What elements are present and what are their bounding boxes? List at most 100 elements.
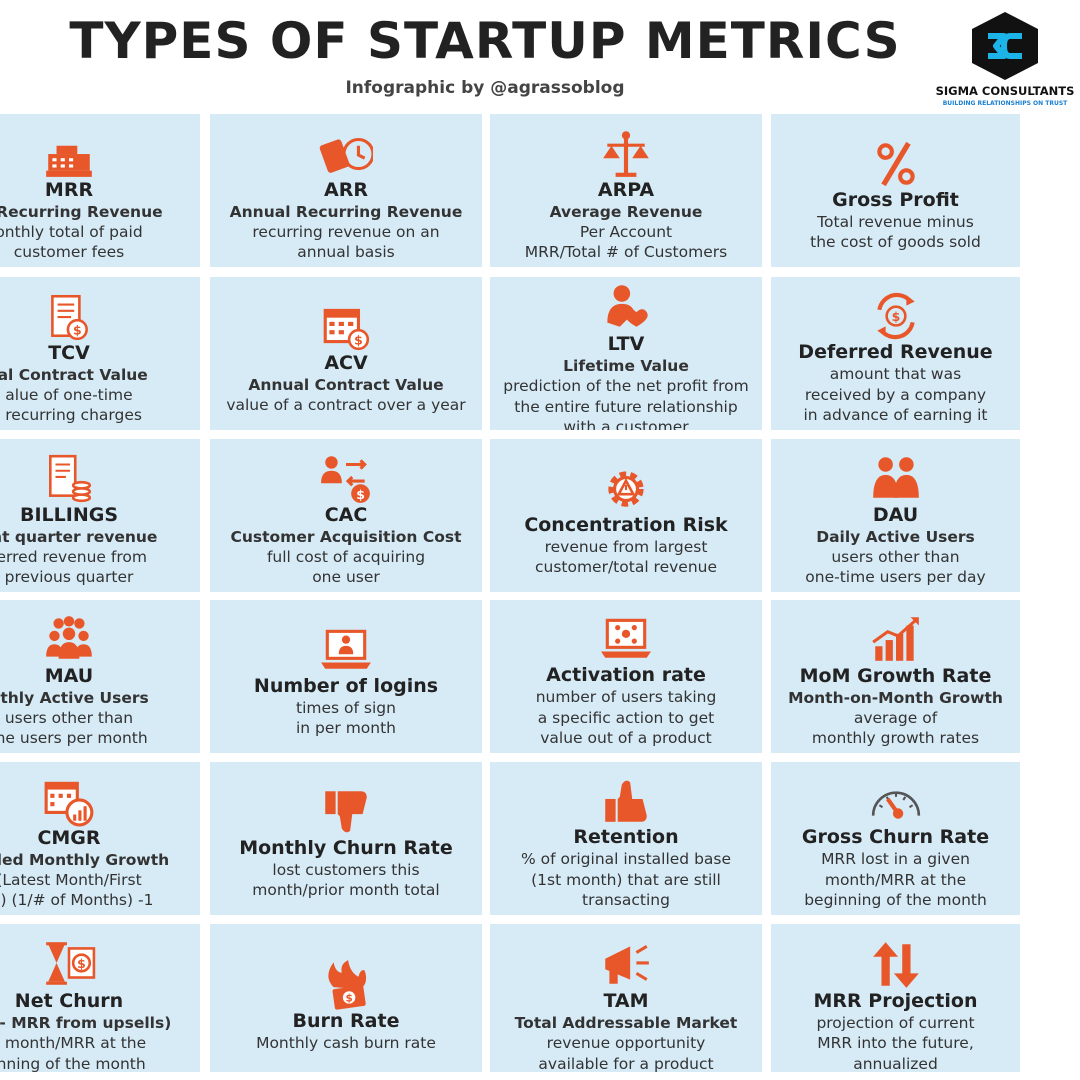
metric-description-line: one-time users per day [805,568,986,586]
metric-name: Concentration Risk [524,513,728,536]
metric-description-line: MRR/Total # of Customers [524,243,728,261]
up-down-arrows-icon [872,941,919,988]
metric-name: DAU [872,503,919,526]
metric-description-line: in per month [295,719,397,737]
laptop-user-icon [321,629,371,669]
metric-description-line: in advance of earning it [803,406,988,425]
metric-description-line: users other than [4,708,134,727]
megaphone-icon [605,945,649,984]
metric-card-gross-churn-rate: Gross Churn Rate MRR lost in a given month… [771,762,1020,915]
sigma-hexagon-logo-icon [972,12,1038,80]
metric-name: ARR [324,178,368,201]
metric-description-line: average of [853,708,938,727]
metric-card-cac: $ CAC Customer Acquisition Cost full cost o… [210,439,482,592]
document-coins-icon [49,454,92,502]
metric-description-line: Total Addressable Market [514,1014,738,1032]
metric-description-line: Customer Acquisition Cost [230,527,462,546]
metric-card-gross-profit: Gross Profit Total revenue minus the cost … [771,114,1020,267]
page-subtitle: Infographic by @agrassoblog [345,78,625,98]
metric-description-line: Annual Contract Value [248,375,444,394]
metric-name: Retention [573,826,679,849]
metric-description-line: lost customers this [272,860,420,879]
metric-card-ltv: LTV Lifetime Value prediction of the net p… [490,277,762,430]
metric-card-burn-rate: $ Burn Rate Monthly cash burn rate [210,924,482,1080]
metric-description-line: nthly Active Users [0,688,149,707]
metric-description-line: ent quarter revenue [0,527,158,546]
metric-description-line: with a customer [563,418,689,430]
metric-description-line: received by a company [804,385,987,404]
metric-description-line: customer/total revenue [534,558,718,576]
metric-description-line: MRR lost in a given [821,850,970,869]
metric-name: MRR [44,178,94,201]
svg-text:$: $ [356,486,365,501]
metric-name: Deferred Revenue [798,341,993,364]
money-clock-icon [319,137,373,173]
metric-description-line: available for a product [538,1054,714,1073]
metric-description-line: ost - MRR from upsells) [0,1014,172,1032]
metric-description-line: me users per month [0,729,148,747]
metric-description-line: customer fees [13,243,125,261]
metric-description-line: ly Recurring Revenue [0,202,163,221]
metric-name: CMGR [37,826,101,849]
metric-name: MAU [44,664,94,687]
metric-description-line: th) (1/# of Months) -1 [0,891,154,909]
balance-people-icon [603,130,649,177]
metric-description-line: l recurring charges [0,406,142,424]
metric-name: MRR Projection [813,989,978,1012]
metric-description-line: value of a contract over a year [226,395,466,414]
logo-company-name: SIGMA CONSULTANTS [935,84,1075,98]
metric-description-line: beginning of the month [804,891,987,910]
svg-text:$: $ [354,332,363,347]
metric-description-line: onthly total of paid [0,222,143,241]
metric-card-net-churn: $ Net Churn ost - MRR from upsells) s month… [0,924,200,1080]
metric-card-concentration-risk: Concentration Risk revenue from largest cu… [490,439,762,592]
calendar-chart-icon [44,781,94,826]
metric-name: Monthly Churn Rate [239,836,453,859]
user-group-icon [46,615,92,659]
metric-description-line: one user [312,568,380,586]
metric-description-line: users other than [831,547,960,566]
two-users-icon [872,456,919,498]
metric-description-line: s month/MRR at the [0,1034,147,1052]
dollar-cycle-icon: $ [876,293,915,340]
metric-description-line: number of users taking [535,688,717,707]
metric-description-line: amount that was [829,365,962,384]
metric-description-line: annual basis [297,243,395,261]
metric-card-tam: TAM Total Addressable Market revenue oppor… [490,924,762,1080]
cash-register-icon [46,145,92,177]
svg-text:$: $ [345,993,352,1005]
thumbs-up-icon [605,780,647,823]
burning-money-icon: $ [328,960,367,1010]
metric-name: ARPA [597,178,655,201]
metric-description-line: Average Revenue [549,202,703,221]
metric-name: MoM Growth Rate [799,664,992,687]
metric-description-line: (1st month) that are still [531,870,721,889]
metric-name: Net Churn [14,990,124,1012]
calendar-dollar-icon: $ [323,308,370,350]
metric-description-line: MRR into the future, [817,1034,974,1053]
metric-card-tcv: $ TCV tal Contract Value alue of one-time l … [0,277,200,430]
company-logo: SIGMA CONSULTANTS BUILDING RELATIONSHIPS… [930,8,1080,113]
metric-name: Gross Profit [832,188,959,211]
percent-icon [876,141,915,186]
person-heart-icon [607,285,648,327]
metric-description-line: Total revenue minus [817,212,974,231]
metric-description-line: Per Account [579,222,673,241]
metric-description-line: monthly growth rates [811,729,980,747]
person-exchange-icon: $ [321,455,370,503]
gauge-icon [871,791,920,819]
metric-name: BILLINGS [19,503,118,526]
metric-description-line: recurring revenue on an [252,222,440,241]
metric-description-line: previous quarter [4,568,134,586]
metric-description-line: the entire future relationship [514,397,738,416]
metric-description-line: month/MRR at the [824,870,967,889]
metric-description-line: Monthly cash burn rate [256,1034,436,1053]
metric-name: Burn Rate [292,1010,400,1033]
metric-name: Gross Churn Rate [801,826,990,849]
metric-name: ACV [324,351,368,374]
metric-description-line: the cost of goods sold [810,233,981,251]
metric-description-line: Month-on-Month Growth [788,688,1003,707]
growth-chart-icon [871,616,919,661]
metric-name: Activation rate [546,664,706,687]
